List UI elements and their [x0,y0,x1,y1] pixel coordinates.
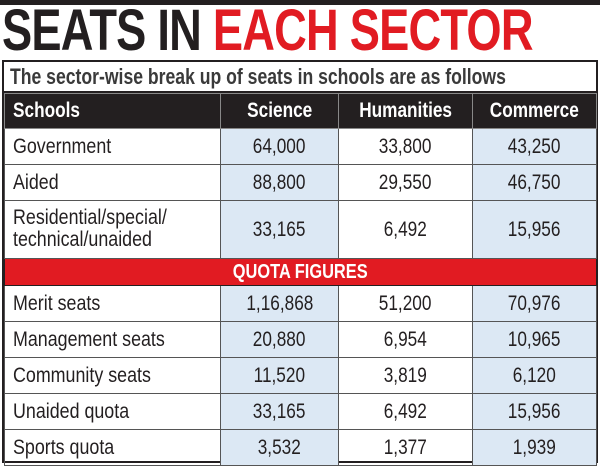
row-label: Community seats [4,357,221,394]
cell-commerce: 1,939 [472,429,597,466]
cell-humanities: 6,954 [338,321,473,358]
column-header-schools: Schools [4,93,221,129]
row-label: Management seats [4,321,221,358]
cell-science: 33,165 [220,393,339,430]
cell-science: 11,520 [220,357,339,394]
row-label: Aided [4,164,221,201]
quota-figures-banner: QUOTA FIGURES [4,258,597,286]
title-part-2: EACH SECTOR [212,0,534,63]
row-label: Merit seats [4,285,221,322]
column-header-humanities: Humanities [338,93,473,129]
header-row: Schools Science Humanities Commerce [4,93,597,129]
cell-humanities: 6,492 [338,393,473,430]
cell-commerce: 43,250 [472,128,597,165]
column-header-science: Science [220,93,339,129]
column-header-commerce: Commerce [472,93,597,129]
cell-commerce: 70,976 [472,285,597,322]
cell-humanities: 1,377 [338,429,473,466]
table-row: Sports quota 3,532 1,377 1,939 [4,429,597,466]
title-part-1: SEATS IN [2,0,202,63]
top-rule [0,0,600,5]
cell-humanities: 29,550 [338,164,473,201]
cell-science: 64,000 [220,128,339,165]
section-row: QUOTA FIGURES [4,258,597,286]
cell-humanities: 33,800 [338,128,473,165]
cell-commerce: 15,956 [472,393,597,430]
cell-humanities: 6,492 [338,200,473,259]
cell-humanities: 51,200 [338,285,473,322]
cell-commerce: 46,750 [472,164,597,201]
seats-table-box: The sector-wise break up of seats in sch… [2,60,598,466]
cell-science: 88,800 [220,164,339,201]
cell-science: 33,165 [220,200,339,259]
row-label: Unaided quota [4,393,221,430]
row-label: Sports quota [4,429,221,466]
table-row: Community seats 11,520 3,819 6,120 [4,357,597,394]
table-row: Aided 88,800 29,550 46,750 [4,164,597,201]
table-row: Government 64,000 33,800 43,250 [4,128,597,165]
row-label: Residential/special/ technical/unaided [4,200,221,259]
cell-science: 1,16,868 [220,285,339,322]
cell-commerce: 10,965 [472,321,597,358]
table-row: Unaided quota 33,165 6,492 15,956 [4,393,597,430]
table-row: Merit seats 1,16,868 51,200 70,976 [4,285,597,322]
table-subtitle: The sector-wise break up of seats in sch… [4,62,596,93]
cell-commerce: 15,956 [472,200,597,259]
table-row: Residential/special/ technical/unaided 33… [4,200,597,259]
cell-science: 3,532 [220,429,339,466]
row-label: Government [4,128,221,165]
table-row: Management seats 20,880 6,954 10,965 [4,321,597,358]
seats-table: Schools Science Humanities Commerce Governm… [4,93,597,466]
page-title: SEATS IN EACH SECTOR [2,0,534,63]
cell-commerce: 6,120 [472,357,597,394]
cell-science: 20,880 [220,321,339,358]
cell-humanities: 3,819 [338,357,473,394]
